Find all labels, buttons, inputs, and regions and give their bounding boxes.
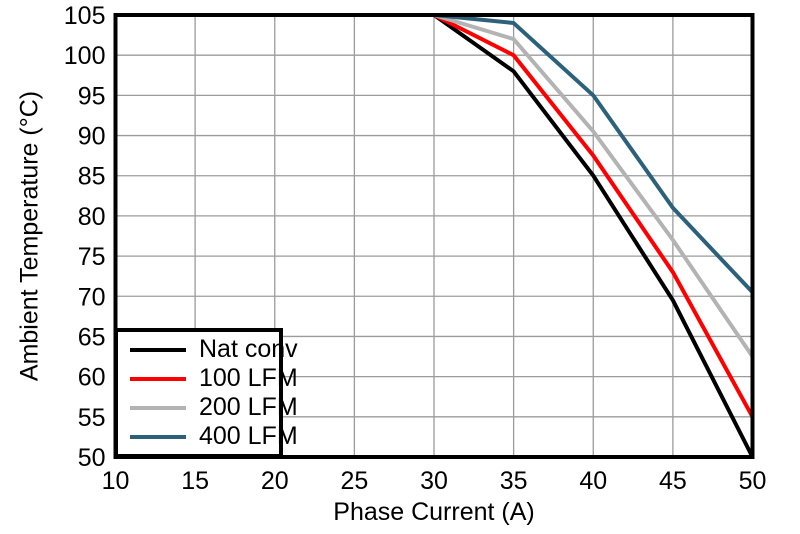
y-tick-label: 70 [78,283,106,311]
tick-labels: 10 15 20 25 30 35 40 45 50 50 55 60 65 70 75 80 85 90 95 10… [64,2,767,495]
series-line-400-lfm [433,13,754,294]
legend-item-100-lfm: 100 LFM [130,364,298,393]
x-tick-label: 10 [102,467,130,495]
y-tick-label: 65 [78,323,106,351]
legend-label: 100 LFM [199,364,298,392]
plot-border [113,13,755,459]
y-tick-label: 85 [78,163,106,191]
legend-item-400-lfm: 400 LFM [130,422,298,451]
x-tick-label: 35 [500,467,528,495]
x-tick-label: 25 [340,467,368,495]
series-line-nat-conv [432,13,755,458]
y-tick-label: 105 [64,2,106,30]
legend-item-nat-conv: Nat conv [130,335,298,364]
y-tick-label: 95 [78,82,106,110]
series-line-100-lfm [433,13,755,418]
legend-item-200-lfm: 200 LFM [130,393,298,422]
y-tick-label: 100 [64,42,106,70]
y-tick-label: 90 [78,123,106,151]
x-tick-label: 15 [181,467,209,495]
y-tick-label: 50 [78,444,106,472]
y-tick-label: 60 [78,364,106,392]
series-line-200-lfm [433,13,755,358]
y-axis-title: Ambient Temperature (°C) [15,90,44,382]
x-tick-label: 20 [261,467,289,495]
x-axis-title: Phase Current (A) [333,498,535,526]
legend-swatch [130,405,186,410]
legend-label: 400 LFM [199,422,298,450]
x-tick-label: 50 [739,467,767,495]
legend-swatch [130,376,186,381]
y-tick-label: 55 [78,404,106,432]
legend-label: 200 LFM [199,393,298,421]
x-tick-label: 40 [579,467,607,495]
legend-swatch [130,347,186,352]
y-tick-label: 80 [78,203,106,231]
x-tick-label: 45 [659,467,687,495]
legend-swatch [130,434,186,439]
legend: Nat conv 100 LFM 200 LFM 400 LFM [114,328,298,458]
x-tick-label: 30 [420,467,448,495]
y-tick-label: 75 [78,243,106,271]
gridlines [115,15,753,457]
legend-label: Nat conv [199,335,298,363]
